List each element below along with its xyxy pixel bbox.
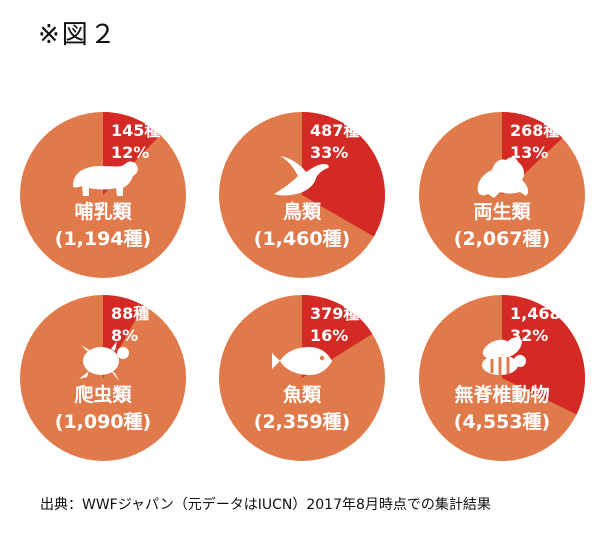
frog-icon (477, 157, 529, 198)
pie-slice-threatened (502, 295, 585, 415)
pie-chart: 両生類 (2,067種) 268種 13% (419, 112, 585, 278)
threatened-count-label: 268種 (510, 121, 559, 140)
total-label: (1,460種) (254, 228, 350, 250)
total-label: (4,553種) (454, 411, 550, 433)
percent-label: 12% (111, 143, 149, 162)
pie-chart: 魚類 (2,359種) 379種 16% (219, 295, 385, 461)
total-label: (2,359種) (254, 411, 350, 433)
percent-label: 32% (510, 326, 548, 345)
bee-icon (482, 337, 526, 375)
pie-chart: 無脊椎動物 (4,553種) 1,468種 32% (419, 295, 585, 461)
category-label: 魚類 (283, 383, 322, 406)
pie-slice-threatened (302, 112, 385, 237)
threatened-count-label: 487種 (310, 121, 359, 140)
total-label: (2,067種) (454, 228, 550, 250)
total-label: (1,090種) (55, 411, 151, 433)
bird-icon (274, 156, 329, 196)
polar-bear-icon (73, 161, 138, 196)
percent-label: 13% (510, 143, 548, 162)
turtle-icon (79, 341, 129, 381)
percent-label: 33% (310, 143, 348, 162)
pie-chart: 鳥類 (1,460種) 487種 33% (219, 112, 385, 278)
threatened-count-label: 1,468種 (510, 304, 577, 323)
category-label: 無脊椎動物 (454, 383, 549, 406)
threatened-count-label: 88種 (111, 304, 149, 323)
source-note: 出典：WWFジャパン（元データはIUCN）2017年8月時点での集計結果 (40, 497, 491, 513)
category-label: 鳥類 (283, 200, 322, 223)
category-label: 両生類 (473, 200, 531, 223)
figure-title: ※図２ (38, 20, 118, 50)
pie-chart: 爬虫類 (1,090種) 88種 8% (20, 295, 186, 461)
category-label: 爬虫類 (73, 383, 132, 406)
total-label: (1,194種) (55, 228, 151, 250)
pie-chart: 哺乳類 (1,194種) 145種 12% (20, 112, 186, 278)
percent-label: 8% (111, 326, 138, 345)
fish-icon (272, 347, 332, 375)
threatened-count-label: 379種 (310, 304, 359, 323)
threatened-count-label: 145種 (111, 121, 160, 140)
percent-label: 16% (310, 326, 348, 345)
category-label: 哺乳類 (74, 200, 132, 223)
